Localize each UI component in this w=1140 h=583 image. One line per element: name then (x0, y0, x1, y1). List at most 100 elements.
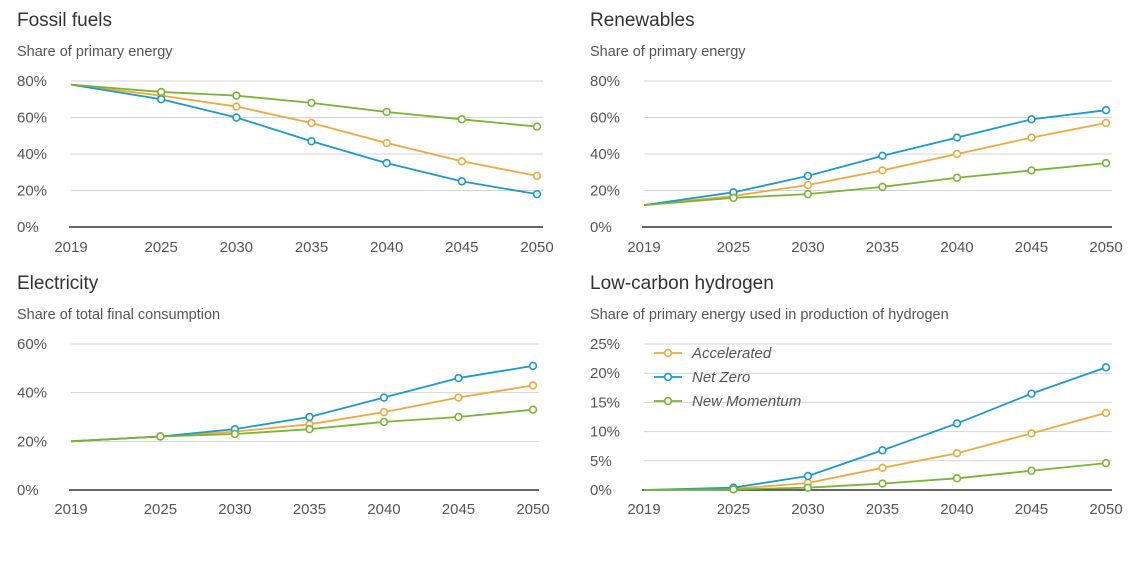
data-point-net-zero (382, 158, 391, 168)
data-point-new-momentum (1027, 166, 1036, 175)
y-tick-label: 15% (590, 394, 620, 411)
x-tick-label: 2035 (293, 501, 326, 518)
data-point-net-zero (878, 446, 887, 455)
x-tick-label: 2030 (218, 501, 251, 518)
legend-label: New Momentum (692, 393, 801, 410)
data-point-new-momentum (1101, 458, 1111, 468)
data-point-net-zero (803, 171, 813, 181)
y-tick-label: 40% (17, 385, 47, 402)
x-tick-label: 2040 (370, 239, 403, 256)
x-tick-label: 2050 (520, 239, 553, 256)
x-tick-label: 2019 (54, 239, 87, 256)
data-point-net-zero (156, 95, 166, 104)
y-tick-label: 0% (17, 219, 39, 236)
legend-item-new-momentum: New Momentum (654, 393, 801, 410)
data-point-new-momentum (230, 429, 240, 439)
data-point-net-zero (1101, 105, 1111, 115)
x-tick-label: 2019 (627, 501, 660, 518)
y-tick-label: 20% (17, 183, 47, 200)
y-tick-label: 25% (590, 336, 620, 353)
legend-swatch-marker (663, 348, 673, 358)
legend-label: Accelerated (691, 345, 772, 362)
data-point-accelerated (457, 157, 467, 166)
series-line-new-momentum (643, 462, 1107, 491)
data-point-new-momentum (729, 193, 738, 203)
x-tick-label: 2030 (791, 239, 824, 256)
data-point-new-momentum (1101, 158, 1111, 168)
x-tick-label: 2050 (1089, 501, 1122, 518)
data-point-new-momentum (1027, 466, 1036, 475)
data-point-new-momentum (307, 98, 316, 108)
data-point-accelerated (952, 149, 962, 159)
chart-low-carbon-hydrogen: 0% 5% 10% 15% 20% 25% 2019 2025 2030 2035 2040 2045… (590, 336, 1123, 518)
chart-title: Low-carbon hydrogen (590, 273, 774, 294)
y-tick-label: 80% (17, 73, 47, 90)
x-tick-label: 2045 (1015, 501, 1048, 518)
data-point-accelerated (878, 166, 887, 175)
x-tick-label: 2025 (717, 501, 750, 518)
data-point-new-momentum (454, 412, 463, 422)
data-point-accelerated (232, 102, 241, 111)
y-tick-label: 20% (17, 433, 47, 450)
chart-title: Electricity (17, 273, 99, 294)
chart-title: Renewables (590, 10, 695, 31)
chart-subtitle: Share of primary energy used in producti… (590, 307, 949, 323)
data-point-new-momentum (803, 483, 813, 492)
data-point-net-zero (1027, 115, 1036, 124)
x-tick-label: 2050 (1089, 239, 1122, 256)
x-tick-label: 2019 (54, 501, 87, 518)
series-line-net-zero (70, 83, 538, 196)
data-point-accelerated (952, 449, 962, 458)
legend-swatch-marker (663, 396, 673, 406)
data-point-new-momentum (803, 189, 813, 199)
chart-title: Fossil fuels (17, 10, 113, 31)
series-line-accelerated (643, 412, 1107, 491)
y-tick-label: 5% (590, 453, 612, 470)
data-point-net-zero (1027, 389, 1036, 398)
data-point-net-zero (232, 113, 241, 122)
x-tick-label: 2025 (717, 239, 750, 256)
data-point-accelerated (532, 171, 542, 181)
x-tick-label: 2025 (145, 239, 178, 256)
x-tick-label: 2030 (220, 239, 253, 256)
data-point-new-momentum (156, 87, 166, 97)
x-tick-label: 2040 (940, 239, 973, 256)
data-point-new-momentum (532, 122, 542, 131)
legend-label: Net Zero (692, 369, 750, 386)
x-tick-label: 2025 (144, 501, 177, 518)
data-point-accelerated (878, 463, 887, 473)
data-point-new-momentum (729, 485, 738, 494)
series-line-new-momentum (643, 162, 1107, 206)
legend-item-accelerated: Accelerated (654, 345, 772, 362)
x-tick-label: 2045 (1015, 239, 1048, 256)
data-point-new-momentum (232, 91, 241, 100)
series-line-accelerated (70, 384, 534, 443)
data-point-accelerated (454, 393, 463, 402)
data-point-new-momentum (305, 424, 314, 434)
data-point-new-momentum (156, 432, 165, 441)
data-point-accelerated (1027, 429, 1036, 438)
data-point-net-zero (454, 373, 463, 383)
x-tick-label: 2035 (866, 501, 899, 518)
series-line-accelerated (643, 122, 1107, 206)
data-point-net-zero (952, 133, 962, 142)
chart-fossil-fuels: 0% 20% 40% 60% 80% 2019 2025 2030 2035 2040 2045 20… (17, 73, 554, 256)
y-tick-label: 60% (17, 336, 47, 353)
data-point-new-momentum (952, 173, 962, 182)
y-tick-label: 20% (590, 365, 620, 382)
data-point-new-momentum (878, 479, 887, 488)
data-point-accelerated (307, 118, 316, 128)
chart-subtitle: Share of total final consumption (17, 307, 221, 323)
data-point-new-momentum (878, 182, 887, 192)
x-tick-label: 2019 (627, 239, 660, 256)
data-point-new-momentum (379, 417, 389, 427)
y-tick-label: 80% (590, 73, 620, 90)
y-tick-label: 40% (590, 146, 620, 163)
x-tick-label: 2040 (940, 501, 973, 518)
data-point-accelerated (379, 407, 389, 417)
x-tick-label: 2045 (445, 239, 478, 256)
legend-swatch-marker (663, 372, 673, 382)
data-point-accelerated (1027, 133, 1036, 142)
data-point-net-zero (305, 412, 314, 422)
chart-subtitle: Share of primary energy (590, 44, 746, 60)
